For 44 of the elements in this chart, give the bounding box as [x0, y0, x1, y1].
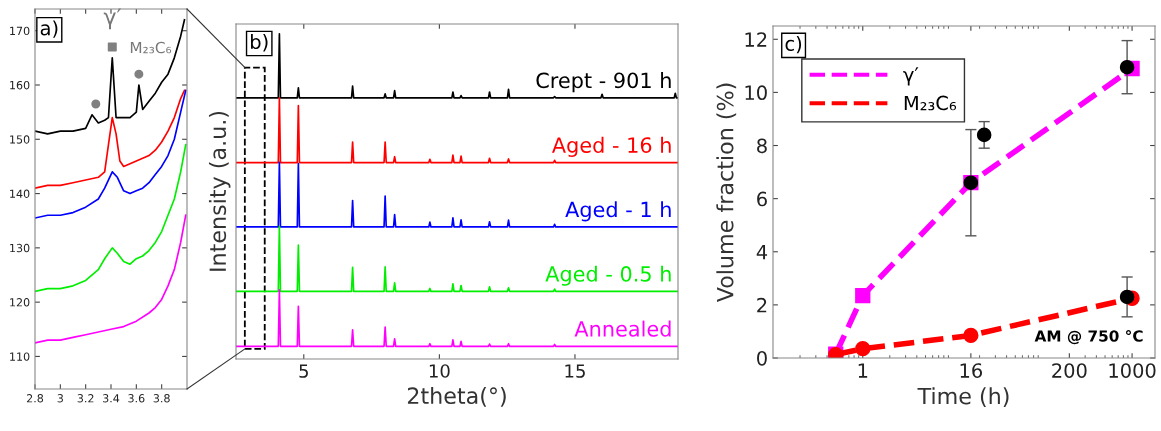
- x-tick-label: 3: [57, 394, 63, 403]
- y-tick-label: 2: [757, 297, 767, 313]
- x-tick-label: 5: [299, 364, 308, 378]
- y-tick-label: 12: [745, 32, 767, 47]
- x-tick-label: 10: [429, 364, 450, 378]
- x-tick-label: 3.2: [77, 394, 94, 403]
- y-tick-label: 160: [10, 80, 30, 90]
- x-tick-label: 16: [960, 363, 983, 378]
- y-tick-label: 4: [756, 244, 768, 260]
- y-tick-label: 150: [10, 135, 30, 144]
- y-tick-label: 0: [757, 350, 767, 366]
- series-label: Aged - 16 h: [551, 136, 671, 157]
- x-tick-label: 3.8: [153, 394, 170, 403]
- annotation: c): [785, 35, 802, 54]
- x-tick-label: 1000: [1109, 363, 1156, 378]
- annotation: M₂₃C₆: [130, 41, 172, 54]
- x-tick-label: 1: [858, 363, 868, 378]
- x-axis-title: 2theta(°): [407, 386, 506, 407]
- y-tick-label: 170: [10, 26, 30, 36]
- series-label: Crept - 901 h: [536, 72, 671, 93]
- y-tick-label: 110: [10, 352, 30, 361]
- y-tick-label: 8: [757, 138, 767, 154]
- series-label: Annealed: [574, 320, 671, 337]
- annotation: b): [251, 34, 268, 52]
- series-label: Aged - 1 h: [565, 201, 671, 222]
- legend-label: γ′: [903, 67, 919, 86]
- y-tick-label: 10: [745, 85, 767, 101]
- y-axis-title: Volume fraction (%): [716, 83, 737, 303]
- x-axis-title: Time (h): [917, 387, 1009, 408]
- x-tick-label: 2.8: [26, 394, 44, 403]
- legend-label: M₂₃C₆: [904, 95, 957, 111]
- y-tick-label: 130: [10, 243, 30, 253]
- annotation: γ′: [103, 8, 122, 30]
- x-tick-label: 3.4: [103, 394, 120, 403]
- y-tick-label: 6: [757, 191, 767, 207]
- y-tick-label: 140: [10, 189, 30, 198]
- annotation: a): [40, 20, 58, 38]
- y-tick-label: 120: [10, 298, 30, 307]
- series-label: Aged - 0.5 h: [545, 265, 671, 286]
- x-tick-label: 15: [565, 364, 585, 378]
- x-tick-label: 3.6: [128, 394, 145, 403]
- x-tick-label: 200: [1052, 363, 1087, 378]
- y-axis-title: Intensity (a.u.): [208, 111, 231, 271]
- annotation: AM @ 750 °C: [1034, 330, 1143, 345]
